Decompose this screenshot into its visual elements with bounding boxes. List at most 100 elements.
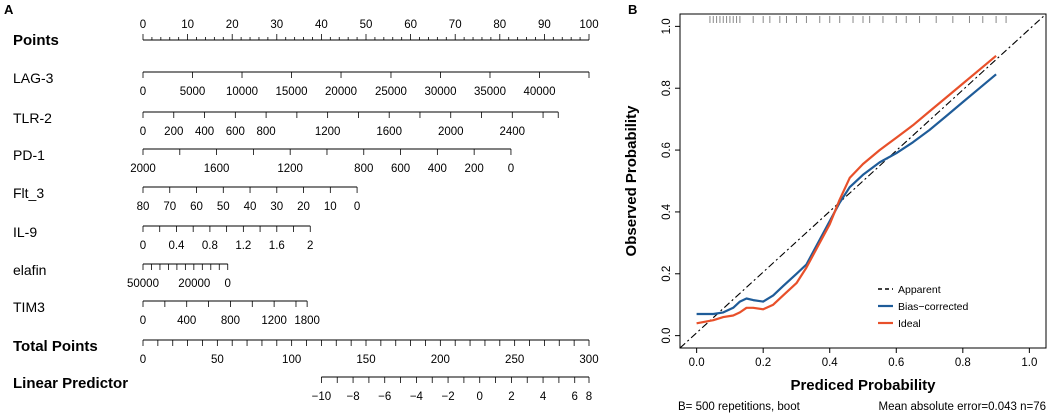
tick-label-points: 80 (493, 19, 506, 31)
tick-label-points: 100 (579, 19, 598, 31)
tick-label-linear-predictor: −4 (410, 391, 424, 403)
tick-label-pd-1: 1600 (204, 163, 230, 175)
tick-label-lag-3: 0 (140, 86, 146, 98)
tick-label-elafin: 0 (225, 278, 231, 290)
row-label-pd-1: PD-1 (13, 147, 45, 163)
tick-label-flt-3: 80 (137, 201, 150, 213)
x-axis-title: Prediced Probability (790, 377, 936, 394)
nomogram-row-elafin: elafin 50000 20000 0 (13, 262, 231, 290)
nomogram-row-linear-predictor: Linear Predictor −10 −8 −6 −4 −2 0 2 4 6 8 (13, 375, 592, 403)
tick-label-flt-3: 60 (190, 201, 203, 213)
series-bias-corrected-line (696, 73, 997, 316)
x-tick-label: 0.0 (689, 357, 705, 369)
tick-label-points: 20 (226, 19, 239, 31)
tick-label-linear-predictor: −10 (312, 391, 332, 403)
x-tick-label: 0.6 (888, 357, 904, 369)
tick-label-linear-predictor: 8 (586, 391, 592, 403)
tick-label-lag-3: 15000 (276, 86, 308, 98)
tick-label-total-points: 300 (579, 354, 598, 366)
tick-label-tlr-2: 400 (195, 126, 214, 138)
tick-label-flt-3: 30 (270, 201, 283, 213)
row-label-tlr-2: TLR-2 (13, 110, 52, 126)
x-tick-label: 0.2 (755, 357, 771, 369)
tick-label-linear-predictor: −6 (378, 391, 391, 403)
tick-label-points: 60 (404, 19, 417, 31)
tick-label-linear-predictor: 6 (572, 391, 578, 403)
tick-label-il-9: 2 (307, 240, 313, 252)
tick-label-lag-3: 35000 (474, 86, 506, 98)
tick-label-flt-3: 50 (217, 201, 230, 213)
legend: Apparent Bias−corrected Ideal (878, 284, 968, 330)
tick-label-il-9: 1.2 (235, 240, 251, 252)
y-axis-title: Observed Probability (623, 105, 640, 257)
nomogram-row-lag-3: LAG-3 0 5000 10000 15000 20000 25000 30000 35000… (13, 70, 590, 98)
nomogram-row-il-9: IL-9 0 0.4 0.8 1.2 1.6 2 (13, 224, 313, 252)
tick-label-tlr-2: 800 (257, 126, 276, 138)
legend-apparent-label: Apparent (898, 284, 941, 296)
tick-label-total-points: 200 (431, 354, 450, 366)
tick-label-points: 30 (270, 19, 283, 31)
calibration-lines (679, 13, 1047, 349)
tick-label-tlr-2: 2000 (438, 126, 464, 138)
tick-label-total-points: 0 (140, 354, 146, 366)
tick-label-lag-3: 20000 (325, 86, 357, 98)
nomogram-row-tim3: TIM3 0 400 800 1200 1800 (13, 299, 320, 327)
footer-repetitions: B= 500 repetitions, boot (678, 401, 801, 413)
series-apparent-line (679, 13, 1047, 349)
nomogram-row-tlr-2: TLR-2 0 200 400 600 800 1200 1600 2000 2400 (13, 110, 559, 138)
x-tick-label: 1.0 (1021, 357, 1037, 369)
tick-label-flt-3: 20 (297, 201, 310, 213)
tick-label-il-9: 0 (140, 240, 146, 252)
nomogram-row-total-points: Total Points 0 50 100 150 200 250 300 (13, 338, 599, 366)
tick-label-total-points: 150 (356, 354, 375, 366)
tick-label-pd-1: 0 (508, 163, 514, 175)
tick-label-flt-3: 10 (324, 201, 337, 213)
tick-label-points: 0 (140, 19, 146, 31)
tick-label-flt-3: 40 (244, 201, 257, 213)
tick-label-lag-3: 40000 (524, 86, 556, 98)
tick-label-tim3: 0 (140, 315, 146, 327)
y-tick-label: 0.2 (661, 266, 673, 282)
tick-label-tlr-2: 200 (164, 126, 183, 138)
tick-label-il-9: 0.4 (168, 240, 185, 252)
tick-label-linear-predictor: 2 (508, 391, 514, 403)
legend-bias-corrected-label: Bias−corrected (898, 301, 968, 313)
tick-label-pd-1: 600 (391, 163, 410, 175)
tick-label-linear-predictor: −2 (442, 391, 455, 403)
tick-label-pd-1: 800 (354, 163, 373, 175)
row-label-il-9: IL-9 (13, 224, 37, 240)
tick-label-lag-3: 25000 (375, 86, 407, 98)
y-tick-label: 0.4 (661, 203, 673, 220)
tick-label-pd-1: 400 (428, 163, 447, 175)
tick-label-pd-1: 200 (465, 163, 484, 175)
y-tick-label: 0.6 (661, 142, 673, 158)
tick-label-tim3: 1200 (261, 315, 287, 327)
tick-label-il-9: 0.8 (202, 240, 218, 252)
tick-label-linear-predictor: −8 (347, 391, 360, 403)
x-tick-label: 0.8 (955, 357, 971, 369)
tick-label-points: 70 (449, 19, 462, 31)
nomogram-row-flt-3: Flt_3 80 70 60 50 40 30 20 10 0 (13, 185, 360, 213)
tick-label-tim3: 1800 (294, 315, 320, 327)
row-label-lag-3: LAG-3 (13, 70, 54, 86)
row-label-tim3: TIM3 (13, 299, 45, 315)
tick-label-elafin: 50000 (127, 278, 159, 290)
tick-label-linear-predictor: 0 (477, 391, 483, 403)
tick-label-linear-predictor: 4 (540, 391, 547, 403)
tick-label-tlr-2: 600 (226, 126, 245, 138)
tick-label-points: 90 (538, 19, 551, 31)
tick-label-tim3: 800 (221, 315, 240, 327)
tick-label-pd-1: 2000 (130, 163, 156, 175)
tick-label-tim3: 400 (177, 315, 196, 327)
tick-label-tlr-2: 2400 (499, 126, 525, 138)
row-label-linear-predictor: Linear Predictor (13, 375, 128, 392)
x-tick-label: 0.4 (822, 357, 839, 369)
tick-label-lag-3: 5000 (180, 86, 206, 98)
footer-mean-error: Mean absolute error=0.043 n=76 (878, 401, 1046, 413)
tick-label-tlr-2: 1200 (315, 126, 341, 138)
tick-label-pd-1: 1200 (277, 163, 303, 175)
